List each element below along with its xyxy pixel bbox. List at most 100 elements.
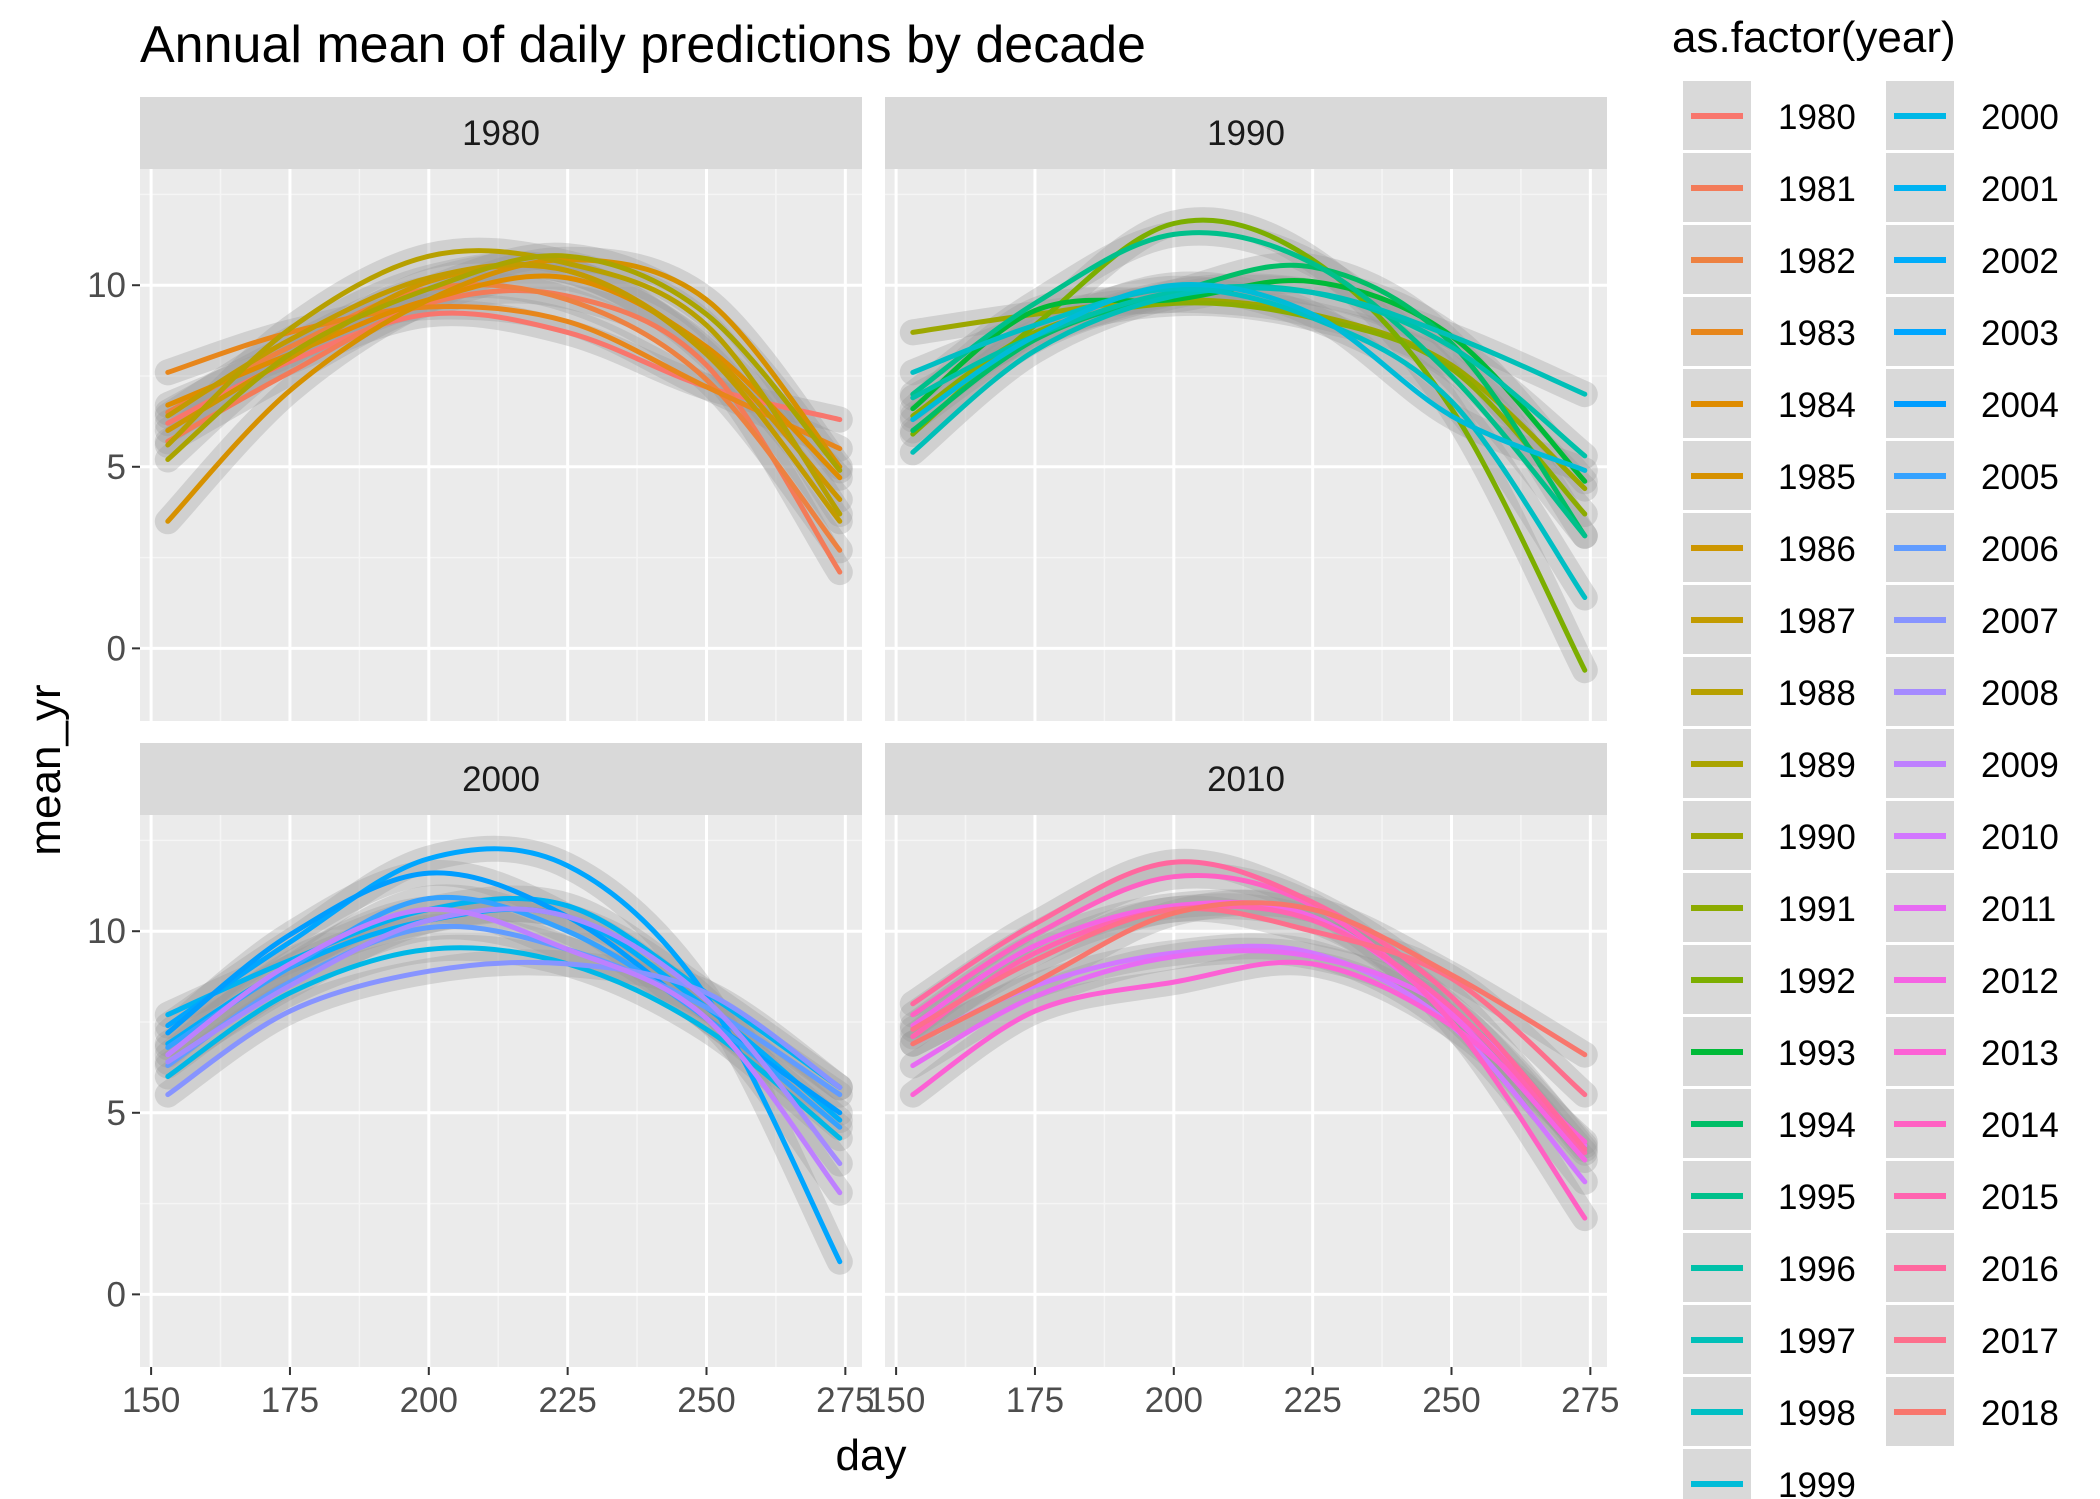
legend-label: 2007 [1981,602,2059,641]
legend-label: 1993 [1778,1034,1856,1073]
legend-label: 1986 [1778,530,1856,569]
series-line-1982 [165,282,843,553]
legend-label: 1980 [1778,98,1856,137]
legend-label: 2000 [1981,98,2059,137]
series-line-1989 [165,253,843,473]
x-tick-label: 150 [867,1381,925,1420]
legend-label: 1990 [1778,818,1856,857]
x-tick-label: 275 [816,1381,874,1420]
legend-label: 2008 [1981,674,2059,713]
series-line-2008 [165,906,843,1167]
y-tick-label: 5 [107,448,126,487]
legend-item-2010: 2010 [1884,799,2059,872]
facet-strip-label: 1990 [1207,114,1285,153]
legend-label: 2001 [1981,170,2059,209]
legend-item-1982: 1982 [1681,223,1856,296]
x-tick-label: 175 [1006,1381,1064,1420]
legend-label: 2006 [1981,530,2059,569]
legend-item-2008: 2008 [1884,655,2059,728]
series-line-2017 [910,906,1588,1098]
legend-label: 1987 [1778,602,1856,641]
legend-label: 2011 [1981,890,2056,929]
legend-item-1997: 1997 [1681,1303,1856,1376]
facet-panel-1980: 1980 0 5 10 [87,97,862,721]
series-line-1998 [910,286,1588,600]
x-tick-label: 200 [400,1381,458,1420]
legend-item-2013: 2013 [1884,1015,2059,1088]
x-tick-label: 175 [261,1381,319,1420]
grid [140,815,862,1367]
legend-item-1987: 1987 [1681,583,1856,656]
legend-label: 1988 [1778,674,1856,713]
legend-label: 2013 [1981,1034,2059,1073]
legend-item-2000: 2000 [1884,79,2059,152]
legend-label: 2012 [1981,962,2059,1001]
series-lines [165,846,843,1265]
legend-item-1995: 1995 [1681,1159,1856,1232]
y-tick-label: 10 [87,912,126,951]
legend-item-1988: 1988 [1681,655,1856,728]
series-line-2014 [910,873,1588,1221]
x-tick-label: 275 [1561,1381,1619,1420]
legend-label: 1991 [1778,890,1856,929]
facet-strip [140,743,862,815]
legend-item-2009: 2009 [1884,727,2059,800]
legend-item-2001: 2001 [1884,151,2059,224]
y-tick-label: 10 [87,266,126,305]
facet-panel-2000: 2000 0 5 10 150 175 200 225 250 275 [87,743,875,1420]
facet-panel-1990: 1990 [885,97,1607,721]
facet-panel-2010: 2010 150 175 200 225 250 275 [867,743,1620,1420]
legend-label: 2018 [1981,1394,2059,1433]
legend-item-2006: 2006 [1884,511,2059,584]
legend-item-2007: 2007 [1884,583,2059,656]
legend-label: 1999 [1778,1466,1856,1499]
legend-item-1985: 1985 [1681,439,1856,512]
legend-label: 2002 [1981,242,2059,281]
legend-label: 2015 [1981,1178,2059,1217]
legend-label: 2004 [1981,386,2059,425]
legend-item-1984: 1984 [1681,367,1856,440]
y-tick-label: 5 [107,1094,126,1133]
legend-label: 1985 [1778,458,1856,497]
legend-item-1996: 1996 [1681,1231,1856,1304]
grid [885,815,1607,1367]
legend-label: 1981 [1778,170,1856,209]
legend-item-1991: 1991 [1681,871,1856,944]
legend-label: 1994 [1778,1106,1856,1145]
legend: 1980 1981 1982 1983 1984 1985 1986 1987 1988 1989… [1681,79,2059,1499]
legend-label: 1997 [1778,1322,1856,1361]
y-axis-title: mean_yr [21,684,70,855]
x-tick-label: 250 [1422,1381,1480,1420]
series-line-2016 [910,859,1588,1152]
y-tick-label: 0 [107,1275,126,1314]
facet-strip [885,743,1607,815]
legend-label: 2014 [1981,1106,2059,1145]
legend-label: 2010 [1981,818,2059,857]
legend-label: 1998 [1778,1394,1856,1433]
legend-item-1999: 1999 [1681,1447,1856,1499]
series-line-2007 [165,959,843,1098]
y-tick-label: 0 [107,629,126,668]
facet-strip-label: 2010 [1207,760,1285,799]
series-line-2015 [910,903,1588,1156]
series-line-1999 [910,282,1588,473]
facet-strip-label: 2000 [462,760,540,799]
legend-item-2011: 2011 [1884,871,2056,944]
legend-label: 1984 [1778,386,1856,425]
legend-item-2005: 2005 [1884,439,2059,512]
panel-background [140,169,862,721]
legend-item-2015: 2015 [1884,1159,2059,1232]
chart-title: Annual mean of daily predictions by deca… [140,16,1146,74]
legend-label: 2009 [1981,746,2059,785]
legend-label: 1992 [1778,962,1856,1001]
series-line-2001 [165,895,843,1090]
legend-item-2014: 2014 [1884,1087,2059,1160]
legend-item-2004: 2004 [1884,367,2059,440]
series-line-1994 [910,262,1588,539]
legend-label: 1982 [1778,242,1856,281]
series-lines [165,248,843,575]
legend-item-2002: 2002 [1884,223,2059,296]
legend-item-1992: 1992 [1681,943,1856,1016]
facet-strip [885,97,1607,169]
